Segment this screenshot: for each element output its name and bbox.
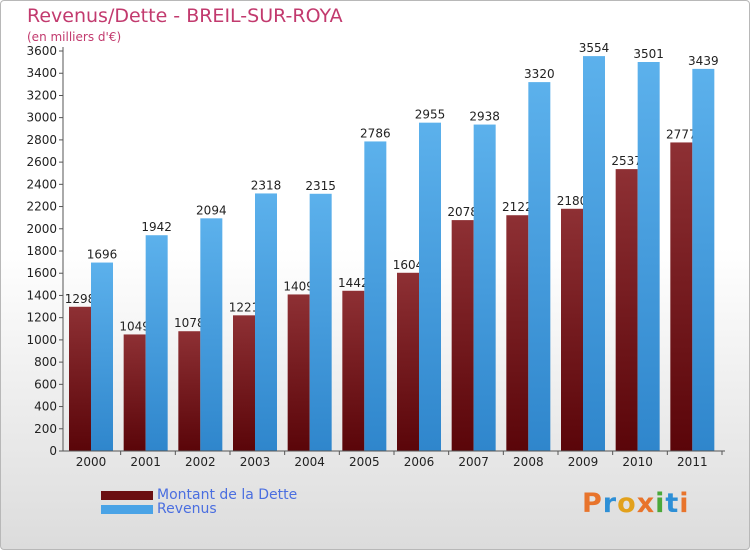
y-tick-label: 3200 [26, 88, 57, 102]
data-label-dette: 2537 [611, 154, 642, 168]
data-label-revenus: 2094 [196, 203, 227, 217]
x-tick-label: 2008 [513, 455, 544, 469]
y-tick-label: 2200 [26, 200, 57, 214]
logo-letter: P [582, 488, 603, 519]
legend-label-revenus: Revenus [157, 501, 217, 517]
x-tick-label: 2004 [294, 455, 325, 469]
bar-revenus [692, 68, 715, 451]
y-tick-label: 1600 [26, 266, 57, 280]
x-tick-label: 2005 [349, 455, 380, 469]
data-label-dette: 1604 [393, 258, 424, 272]
y-tick-label: 1800 [26, 244, 57, 258]
y-tick-label: 3400 [26, 66, 57, 80]
chart-subtitle: (en milliers d'€) [27, 30, 122, 44]
bar-revenus [583, 56, 605, 451]
bar-revenus [145, 235, 168, 451]
logo-letter: i [655, 488, 666, 519]
data-label-dette: 1442 [338, 276, 369, 290]
bars: 1298 1696 1049 1942 1078 2094 1221 2318 1409 2315… [65, 41, 719, 452]
bar-dette [506, 215, 529, 451]
y-axis: 0 200 400 600 800 1000 1200 1400 1600 1800 2000 220… [26, 44, 64, 458]
data-label-dette: 1298 [65, 292, 96, 306]
legend-swatch-revenus [101, 505, 153, 514]
bar-revenus [637, 62, 660, 451]
chart-title: Revenus/Dette - BREIL-SUR-ROYA [27, 5, 343, 27]
x-tick-label: 2009 [568, 455, 599, 469]
proxiti-logo: Proxiti [582, 488, 690, 519]
bar-revenus [419, 122, 441, 452]
y-tick-label: 2800 [26, 133, 57, 147]
data-label-dette: 1049 [119, 319, 150, 333]
y-tick-label: 2000 [26, 222, 57, 236]
y-tick-label: 1200 [26, 311, 57, 325]
x-tick-label: 2010 [622, 455, 653, 469]
data-label-revenus: 2938 [469, 110, 500, 124]
bar-revenus [255, 193, 277, 451]
bar-revenus [364, 141, 387, 451]
data-label-dette: 2078 [447, 205, 478, 219]
logo-letter: r [602, 488, 618, 519]
y-tick-label: 1000 [26, 333, 57, 347]
data-label-dette: 1409 [283, 279, 314, 293]
x-tick-label: 2006 [404, 455, 435, 469]
bar-dette [287, 294, 310, 451]
y-tick-label: 1400 [26, 288, 57, 302]
data-label-revenus: 2786 [360, 126, 391, 140]
y-tick-label: 2400 [26, 177, 57, 191]
bar-dette [451, 220, 474, 451]
data-label-dette: 2180 [557, 194, 588, 208]
bar-revenus [91, 262, 113, 451]
x-tick-label: 2000 [76, 455, 107, 469]
x-tick-label: 2007 [458, 455, 489, 469]
data-label-revenus: 2318 [251, 178, 282, 192]
data-label-revenus: 3439 [688, 54, 719, 68]
y-tick-label: 400 [34, 400, 57, 414]
y-tick-label: 2600 [26, 155, 57, 169]
legend-label-dette: Montant de la Dette [157, 487, 298, 503]
bar-dette [233, 315, 255, 451]
bar-dette [615, 169, 638, 451]
data-label-dette: 2122 [502, 200, 533, 214]
bar-dette [123, 334, 146, 451]
data-label-dette: 1221 [229, 300, 260, 314]
y-tick-label: 3600 [26, 44, 57, 58]
logo-letter: o [617, 488, 637, 519]
bar-dette [342, 290, 365, 451]
data-label-revenus: 2315 [305, 179, 336, 193]
bar-revenus [200, 218, 223, 451]
x-tick-label: 2011 [677, 455, 708, 469]
data-label-revenus: 2955 [415, 108, 446, 122]
logo-letter: t [665, 488, 680, 519]
y-tick-label: 600 [34, 377, 57, 391]
y-tick-label: 200 [34, 422, 57, 436]
x-tick-label: 2003 [240, 455, 271, 469]
bar-dette [178, 331, 201, 451]
bar-dette [69, 306, 91, 451]
x-axis: 2000 2001 2002 2003 2004 2005 2006 2007 2008 2009… [63, 450, 725, 469]
bar-dette [397, 272, 419, 451]
bar-dette [561, 208, 583, 451]
y-tick-label: 3000 [26, 111, 57, 125]
legend-swatch-dette [101, 491, 153, 500]
bar-revenus [528, 82, 551, 451]
y-tick-label: 800 [34, 355, 57, 369]
y-tick-label: 0 [49, 444, 57, 458]
data-label-dette: 1078 [174, 316, 205, 330]
bar-dette [670, 142, 693, 451]
logo-letter: x [636, 488, 656, 519]
data-label-revenus: 3501 [633, 47, 664, 61]
data-label-revenus: 3320 [524, 67, 555, 81]
data-label-dette: 2777 [666, 127, 697, 141]
x-tick-label: 2002 [185, 455, 216, 469]
data-label-revenus: 3554 [579, 41, 610, 55]
bar-revenus [309, 193, 332, 451]
x-tick-label: 2001 [130, 455, 161, 469]
logo-letter: i [679, 488, 690, 519]
data-label-revenus: 1942 [141, 220, 172, 234]
data-label-revenus: 1696 [87, 248, 118, 262]
bar-revenus [473, 124, 496, 452]
